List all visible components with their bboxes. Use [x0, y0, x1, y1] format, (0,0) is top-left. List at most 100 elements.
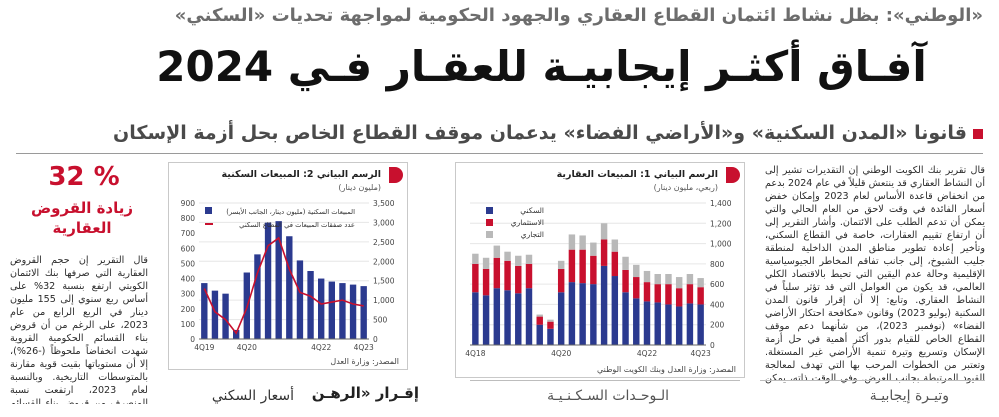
bar-segment [675, 306, 683, 345]
bar-segment [557, 260, 565, 269]
chart-title: الرسم البياني 2: المبيعات السكنية [221, 169, 381, 180]
bar [339, 283, 346, 339]
y-tick-label: 400 [181, 275, 196, 284]
bar-segment [643, 301, 651, 345]
y-tick-label: 800 [710, 260, 725, 269]
bullet-square-icon [973, 128, 983, 139]
stat-label-line1: زيادة القروض [30, 199, 134, 217]
chart-unit: (مليون دينار) [338, 183, 381, 192]
bar [286, 236, 293, 339]
bar-segment [686, 284, 694, 304]
subhead-text: قانونا «المدن السكنية» و«الأراضي الفضاء»… [113, 122, 967, 144]
bar-segment [697, 287, 704, 305]
bar [275, 221, 282, 339]
footer-subhead-1: وتيـرة إيجابيـة [869, 388, 949, 404]
bar-segment [686, 274, 694, 285]
y-tick-label: 2,500 [373, 238, 395, 247]
bar [360, 286, 367, 339]
y-tick-label: 0 [190, 335, 195, 344]
bar-segment [600, 265, 608, 345]
chart-residential-sales: الرسم البياني 2: المبيعات السكنية (مليون… [168, 162, 408, 370]
chart-unit: (ربعي، مليون دينار) [653, 183, 718, 192]
bar-segment [493, 257, 501, 289]
bar-segment [600, 223, 608, 240]
legend-label: السكني [520, 206, 544, 215]
subhead: قانونا «المدن السكنية» و«الأراضي الفضاء»… [24, 120, 983, 146]
bar-segment [472, 263, 479, 293]
bar-segment [590, 284, 597, 345]
bar-segment [547, 321, 554, 329]
bar-segment [622, 292, 629, 345]
bar-segment [633, 264, 640, 278]
y-tick-label: 700 [181, 229, 196, 238]
bar-segment [590, 242, 597, 256]
bar [211, 290, 219, 339]
bar [222, 293, 229, 339]
bar-segment [579, 235, 586, 250]
chart-plot: 0 500 1,000 1,500 2,000 2,500 3,000 3,500 0 100 20… [181, 199, 395, 352]
bar-segment [557, 292, 565, 345]
bar-segment [643, 270, 651, 283]
legend-swatch [486, 207, 493, 214]
bar [318, 278, 325, 339]
bar-segment [633, 277, 640, 299]
legend-label: المبيعات السكنية (مليون دينار، الجانب ال… [226, 207, 355, 216]
bar-segment [622, 269, 629, 293]
bar-segment [590, 255, 597, 285]
chart-tab-marker [389, 167, 403, 183]
chart-plot: 0 200 400 600 800 1,000 1,200 1,400 4Q18 4Q20 4Q22… [465, 199, 732, 358]
y-tick-label: 1,200 [710, 219, 732, 228]
bar-segment [515, 265, 522, 294]
bar-segment [579, 283, 586, 345]
chart-source: المصدر: وزارة العدل [330, 357, 399, 366]
y-tick-label: 900 [181, 199, 196, 208]
bar-segment [493, 245, 501, 258]
x-tick-label: 4Q22 [637, 349, 657, 358]
legend-label: التجاري [521, 230, 544, 239]
bar-segment [697, 304, 704, 345]
bar-segment [654, 284, 661, 303]
bar-segment [579, 249, 586, 284]
y-tick-label: 800 [181, 214, 196, 223]
divider [16, 153, 983, 154]
y-tick-label: 2,000 [373, 257, 395, 266]
bar [201, 283, 208, 339]
legend-swatch [205, 207, 212, 214]
footer-subhead-3: إقـرار «الرهـن [311, 384, 419, 402]
article-body-right: قال تقرير بنك الكويت الوطني إن التقديرات… [765, 165, 985, 384]
bar-segment [525, 254, 533, 264]
y-tick-label: 500 [373, 316, 388, 325]
y-tick-label: 200 [181, 305, 196, 314]
headline: آفـاق أكثـر إيجابيـة للعقـار فـي 2024 [156, 42, 928, 91]
bar-segment [547, 319, 554, 322]
bar-segment [515, 293, 522, 345]
y-tick-label: 3,000 [373, 218, 395, 227]
bar [349, 284, 357, 339]
bar-segment [568, 282, 576, 345]
bar-segment [482, 268, 490, 296]
bar-segment [493, 288, 501, 345]
bar-segment [654, 274, 661, 285]
y-tick-label: 400 [710, 300, 725, 309]
y-tick-label: 600 [710, 280, 725, 289]
stat-value: 32 % [48, 162, 120, 192]
article-body-left: قال التقرير إن حجم القروض العقارية التي … [10, 255, 148, 404]
y-tick-label: 1,000 [373, 296, 395, 305]
bar-segment [675, 277, 683, 289]
y-tick-label: 600 [181, 244, 196, 253]
x-tick-label: 4Q23 [354, 343, 374, 352]
bar-segment [665, 284, 672, 305]
bar-segment [482, 257, 490, 269]
bar [296, 260, 304, 339]
legend-label: الاستثماري [511, 218, 544, 227]
x-tick-label: 4Q23 [691, 349, 711, 358]
footer-subhead-4: أسعار السكني [211, 388, 294, 404]
bar-segment [665, 274, 672, 285]
series-line [203, 236, 364, 335]
bar-segment [665, 304, 672, 345]
chart-tab-marker [726, 167, 740, 183]
bar-segment [686, 303, 694, 345]
stat-label-line2: العقارية [52, 219, 112, 237]
bar-segment [557, 268, 565, 293]
bar [307, 271, 314, 339]
